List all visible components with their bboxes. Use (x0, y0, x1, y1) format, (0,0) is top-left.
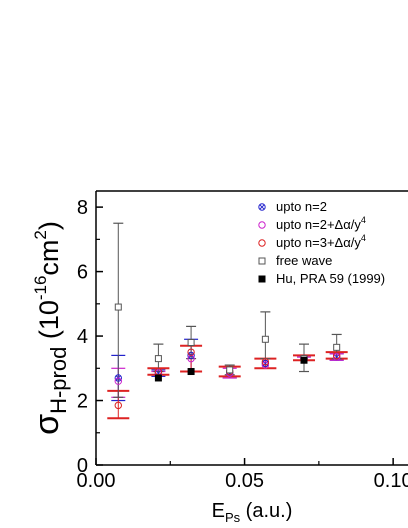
marker-s4-p1 (187, 368, 195, 376)
x-tick-label-0: 0.00 (77, 470, 116, 492)
marker-s2-p2 (187, 348, 195, 356)
y-tick-label-3: 6 (77, 262, 88, 284)
legend-label-1: upto n=2+Δα/y4 (276, 215, 366, 232)
marker-s2-p0 (114, 401, 122, 410)
legend-label-3: free wave (276, 253, 332, 268)
legend-marker-1 (258, 221, 266, 229)
data-markers (114, 303, 341, 410)
marker-s2-p4 (261, 358, 270, 366)
marker-s4-p0 (154, 374, 162, 382)
y-axis-title-unit-open: (10 (34, 300, 64, 347)
legend-label-4: Hu, PRA 59 (1999) (276, 271, 385, 286)
legend-label-0: upto n=2 (276, 199, 327, 214)
marker-s3-p3 (226, 366, 234, 374)
marker-s3-p0 (114, 303, 122, 311)
x-axis-title: EPs (a.u.) (212, 500, 293, 525)
y-axis-title-main: σ (28, 414, 66, 435)
marker-s3-p6 (333, 343, 341, 351)
y-axis-title-unit-mid: cm (34, 240, 64, 276)
y-axis-title-unit-close: ) (34, 221, 64, 230)
ticks: 0 2 4 6 8 0.00 0.05 0.10 (77, 197, 408, 492)
y-tick-label-2: 4 (77, 326, 88, 348)
y-tick-label-1: 2 (77, 391, 88, 413)
legend-marker-2 (258, 239, 266, 247)
legend-marker-0-cross (259, 204, 265, 210)
y-axis-title-exp: -16 (31, 276, 50, 301)
marker-s3-p1 (154, 355, 162, 363)
marker-s3-p2 (187, 339, 195, 347)
y-axis-title: σH-prod (10-16cm2) (28, 221, 71, 435)
marker-s3-p4 (261, 335, 269, 343)
y-tick-label-0: 0 (77, 455, 88, 477)
x-axis-title-main: E (212, 500, 225, 522)
legend-marker-3 (258, 257, 266, 265)
marker-s1-p0 (114, 377, 122, 385)
legend-marker-0 (258, 203, 266, 211)
y-axis-title-exp2: 2 (31, 230, 50, 239)
x-axis-title-sub: Ps (225, 510, 241, 525)
legend-label-2: upto n=3+Δα/y4 (276, 233, 366, 250)
marker-s4-p2 (300, 356, 308, 364)
marker-s0-p0 (114, 374, 122, 382)
marker-s0-p2 (187, 351, 195, 360)
legend-marker-4 (258, 275, 266, 283)
x-axis-title-unit: (a.u.) (240, 500, 292, 522)
marker-s2-p6 (332, 351, 341, 360)
axes (95, 190, 408, 466)
y-axis-title-sub: H-prod (46, 347, 71, 414)
x-tick-label-2: 0.10 (374, 470, 408, 492)
y-tick-label-4: 8 (77, 197, 88, 219)
x-tick-label-1: 0.05 (225, 470, 264, 492)
marker-s1-p4 (261, 361, 270, 369)
